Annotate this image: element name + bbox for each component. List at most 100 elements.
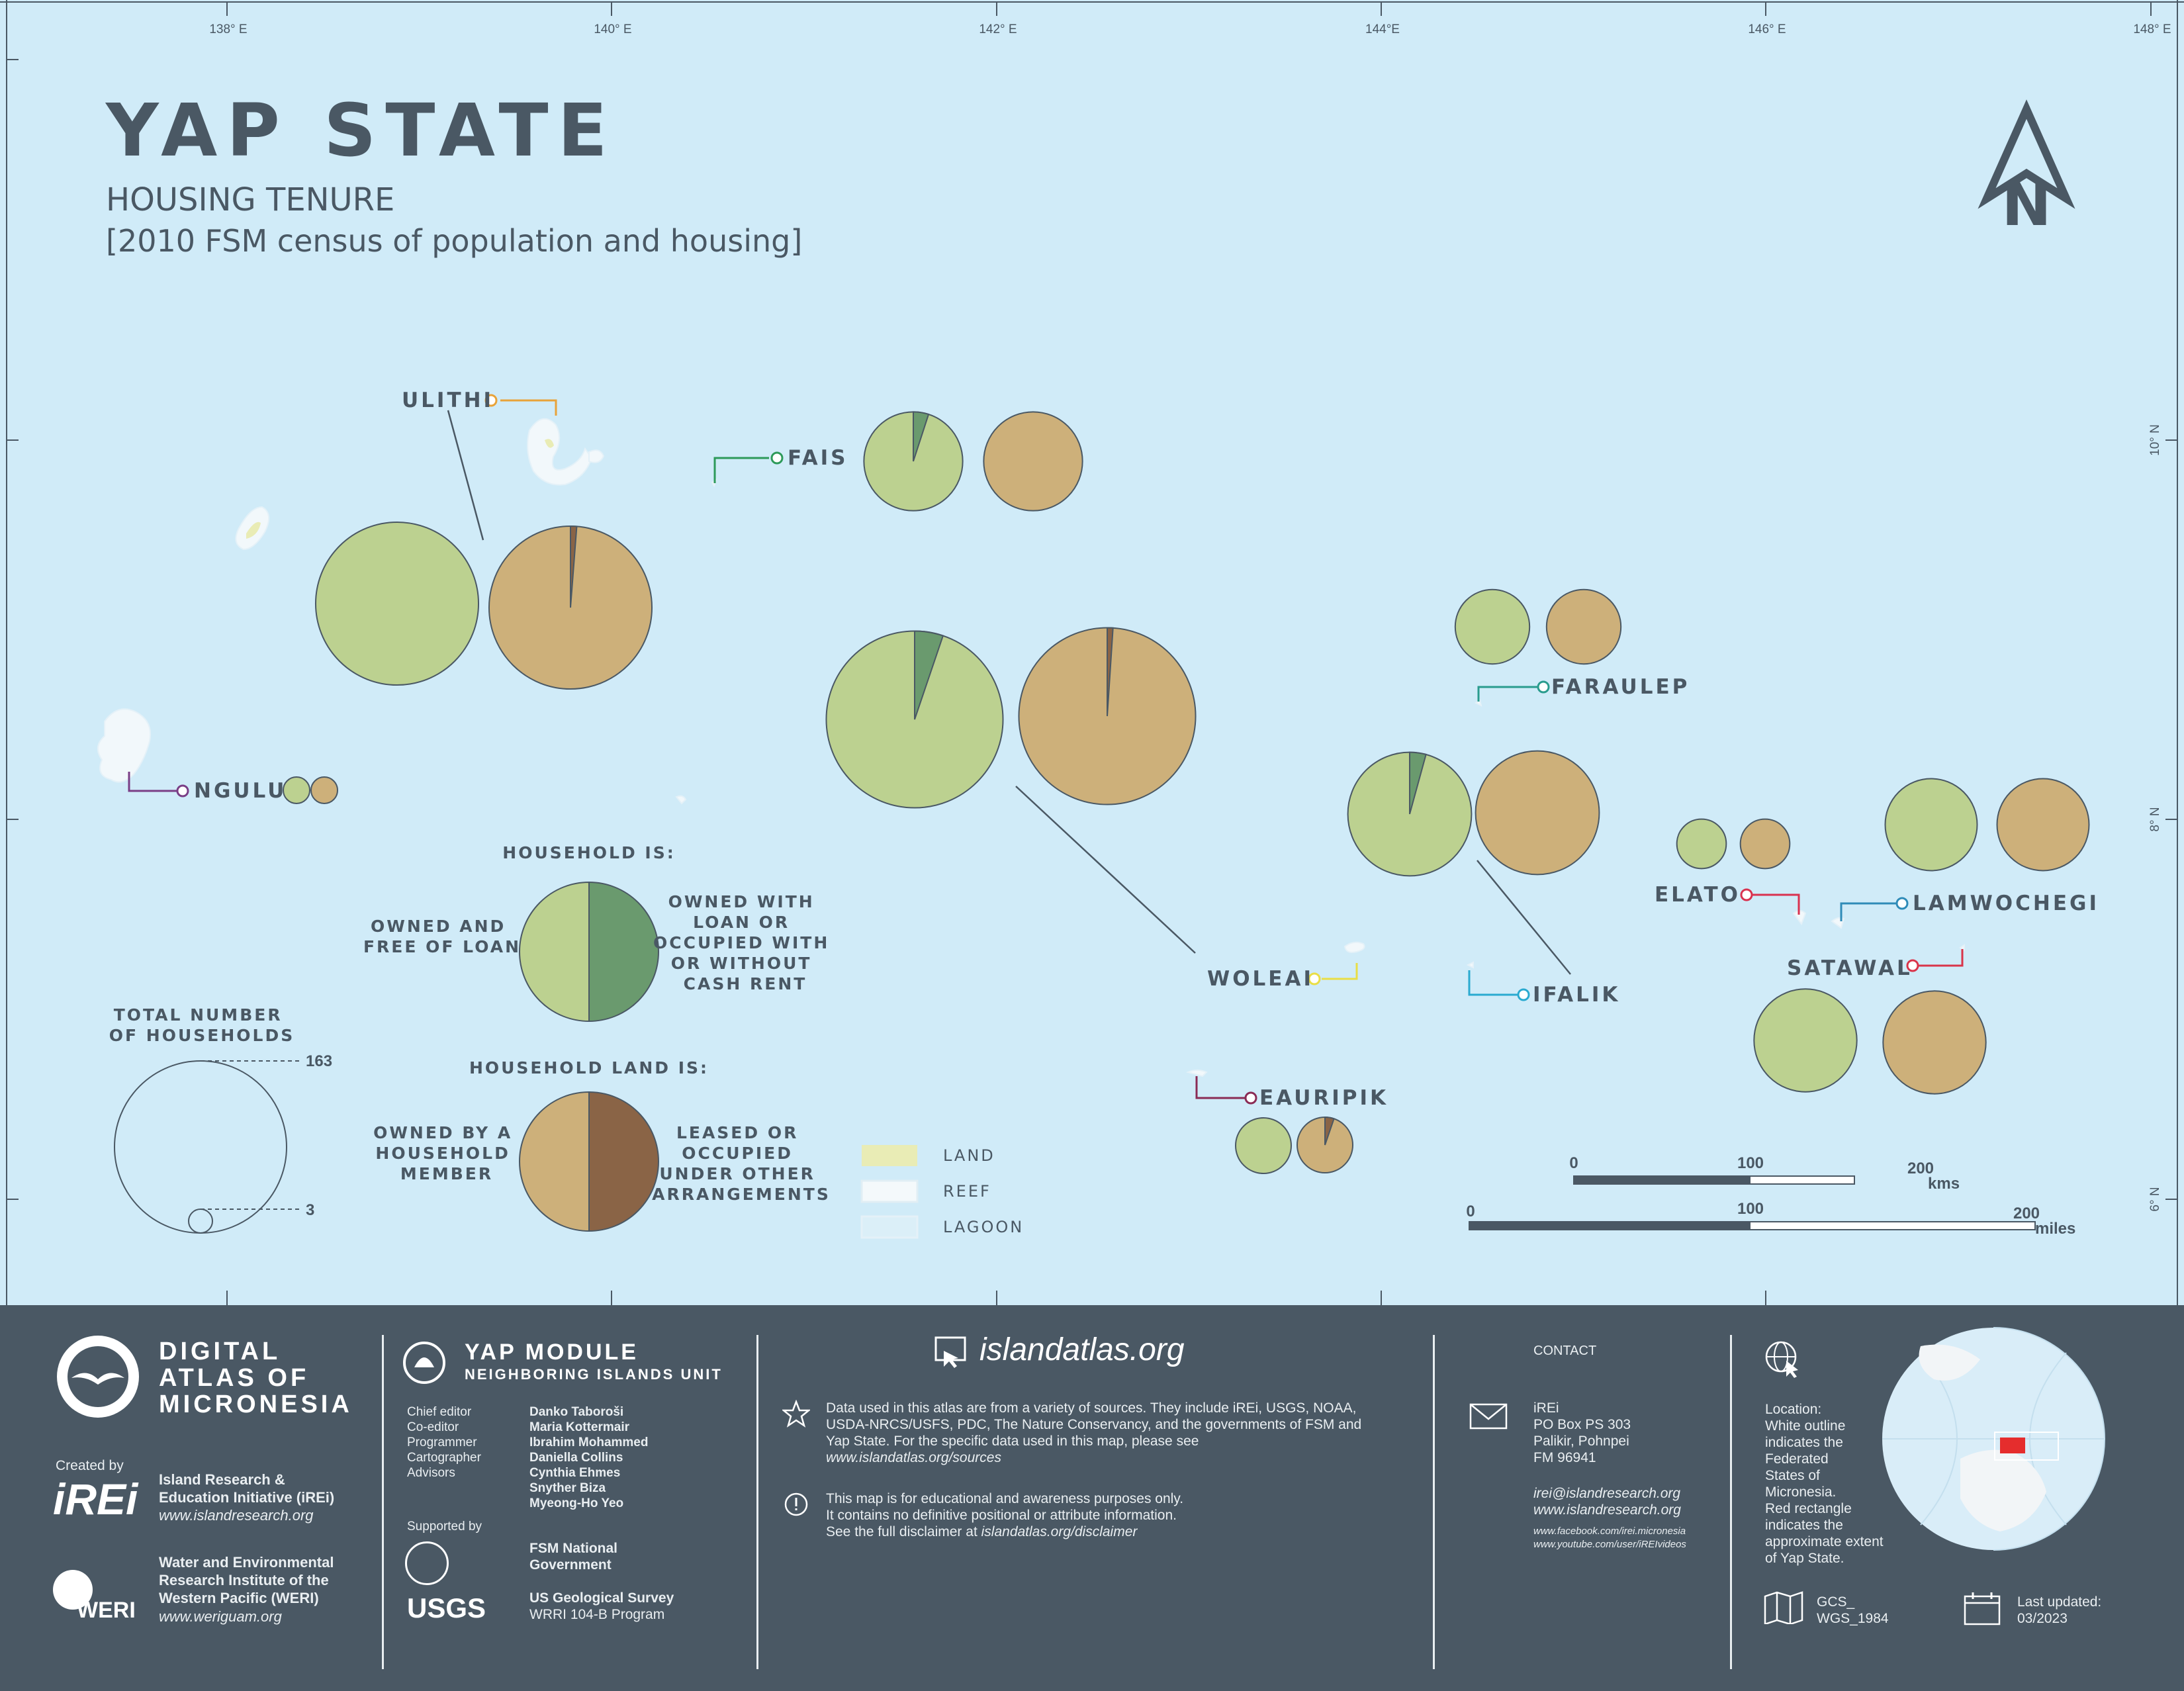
- yap-module-emblem-icon: [403, 1342, 445, 1384]
- land-pie-satawal-main-slice: [1882, 990, 1987, 1095]
- irei-url[interactable]: www.islandresearch.org: [159, 1507, 314, 1524]
- land-pie-lamwochegi-main-slice: [1996, 778, 2090, 872]
- website-cursor-icon: [934, 1336, 966, 1368]
- weri-logo: WERI: [77, 1598, 136, 1623]
- leader-markers: [176, 394, 1919, 1105]
- legend-land-leased-label: LEASED OR OCCUPIED UNDER OTHER ARRANGEME…: [652, 1123, 831, 1204]
- usgs-program: WRRI 104-B Program: [529, 1607, 665, 1622]
- island-label-elato: ELATO: [1655, 883, 1741, 907]
- credit-people: Danko Taboroši Maria Kottermair Ibrahim …: [529, 1405, 649, 1510]
- tenure-pie-satawal: [1753, 988, 1858, 1093]
- north-arrow-icon: [1978, 99, 2075, 209]
- module-title: YAP MODULE: [465, 1340, 639, 1365]
- contact-email[interactable]: irei@islandresearch.org: [1533, 1486, 1681, 1501]
- legend-size-min-label: 3: [306, 1201, 314, 1219]
- lat-label-8: 8° N: [2148, 807, 2162, 831]
- credit-roles: Chief editor Co-editor Programmer Cartog…: [407, 1405, 481, 1480]
- tenure-pie-ifalik-minor-slice: [1409, 751, 1427, 815]
- created-by-label: Created by: [56, 1458, 124, 1473]
- land-pie-ulithi: [488, 525, 653, 690]
- disclaimer-text: This map is for educational and awarenes…: [826, 1491, 1184, 1523]
- ulithi-atoll: [527, 418, 593, 486]
- legend-reef-swatch: [860, 1179, 919, 1203]
- lon-label-138: 138° E: [209, 23, 247, 36]
- atlas-footer: DIGITAL ATLAS OF MICRONESIA Created by i…: [0, 1305, 2184, 1691]
- land-pie-eauripik-minor-slice: [1324, 1116, 1335, 1146]
- tenure-pie-fais: [863, 411, 964, 512]
- island-label-lamwochegi: LAMWOCHEGI: [1913, 891, 2099, 915]
- svg-text:0: 0: [1569, 1154, 1578, 1172]
- irei-logo: iREi: [53, 1475, 138, 1524]
- legend-land-heading: HOUSEHOLD LAND IS:: [469, 1058, 709, 1077]
- contact-web[interactable]: www.islandresearch.org: [1533, 1502, 1681, 1518]
- land-pie-elato-main-slice: [1739, 818, 1791, 870]
- island-label-faraulep: FARAULEP: [1551, 675, 1690, 699]
- fsm-government-name: FSM National Government: [529, 1541, 618, 1573]
- island-shapes: [97, 418, 1965, 1077]
- scale-bar-km: 0 100 200 kms: [1569, 1154, 1960, 1193]
- divider: [1730, 1335, 1732, 1669]
- land-pie-faraulep-main-slice: [1545, 588, 1622, 665]
- svg-text:200: 200: [1907, 1160, 1934, 1177]
- tenure-pie-ifalik: [1347, 751, 1473, 877]
- svg-text:kms: kms: [1928, 1175, 1960, 1193]
- disclaimer-link[interactable]: islandatlas.org/disclaimer: [981, 1524, 1138, 1539]
- island-label-satawal: SATAWAL: [1787, 956, 1913, 980]
- eauripik-atoll: [1185, 1070, 1208, 1077]
- lon-label-140: 140° E: [594, 23, 631, 36]
- tenure-pie-eauripik-main-slice: [1234, 1117, 1293, 1175]
- sources-link[interactable]: www.islandatlas.org/sources: [826, 1450, 1001, 1465]
- land-pie-ulithi-minor-slice: [570, 525, 578, 608]
- lon-label-146: 146° E: [1748, 23, 1786, 36]
- island-label-ulithi: ULITHI: [402, 388, 494, 412]
- tenure-pie-elato-main-slice: [1676, 818, 1727, 870]
- land-pie-fais-main-slice: [983, 411, 1083, 512]
- lat-label-6: 6° N: [2148, 1187, 2162, 1211]
- tenure-pie-faraulep-main-slice: [1454, 588, 1531, 665]
- website-link[interactable]: islandatlas.org: [979, 1332, 1185, 1367]
- island-label-woleai: WOLEAI: [1207, 967, 1314, 991]
- calendar-icon: [1964, 1592, 2001, 1625]
- tenure-pie-faraulep: [1454, 588, 1531, 665]
- weri-url[interactable]: www.weriguam.org: [159, 1608, 282, 1625]
- tenure-pie-ngulu-main-slice: [283, 776, 310, 804]
- contact-address: iREi PO Box PS 303 Palikir, Pohnpei FM 9…: [1533, 1400, 1631, 1465]
- legend-owned-free-label: OWNED AND FREE OF LOAN: [363, 917, 521, 956]
- woleai-atoll: [1343, 941, 1365, 953]
- module-subtitle: NEIGHBORING ISLANDS UNIT: [465, 1366, 723, 1383]
- land-pie-ngulu: [310, 776, 338, 804]
- map-title: YAP STATE: [105, 88, 617, 173]
- svg-text:miles: miles: [2035, 1220, 2075, 1238]
- island-label-eauripik: EAURIPIK: [1259, 1086, 1388, 1110]
- land-pie-woleai: [1018, 627, 1197, 805]
- legend-owned-free-slice: [519, 881, 590, 1023]
- island-pie-charts: [283, 411, 2090, 1175]
- legend-owned-loan-label: OWNED WITH LOAN OR OCCUPIED WITH OR WITH…: [653, 892, 837, 993]
- svg-text:100: 100: [1737, 1200, 1764, 1218]
- lat-label-10: 10° N: [2148, 424, 2162, 456]
- pie-legend: HOUSEHOLD IS: OWNED AND FREE OF LOAN OWN…: [109, 843, 1024, 1239]
- legend-total-heading: TOTAL NUMBER OF HOUSEHOLDS: [109, 1005, 295, 1045]
- divider: [1433, 1335, 1435, 1669]
- legend-lagoon-label: LAGOON: [943, 1218, 1024, 1236]
- divider: [382, 1335, 384, 1669]
- land-pie-satawal: [1882, 990, 1987, 1095]
- usgs-logo: USGS: [407, 1592, 486, 1623]
- legend-land-owned-label: OWNED BY A HOUSEHOLD MEMBER: [373, 1123, 520, 1183]
- youtube-link[interactable]: www.youtube.com/user/iREIvideos: [1533, 1539, 1686, 1550]
- irei-name: Island Research & Education Initiative (…: [159, 1471, 335, 1506]
- facebook-link[interactable]: www.facebook.com/irei.micronesia: [1533, 1526, 1686, 1537]
- tenure-pie-elato: [1676, 818, 1727, 870]
- tenure-pie-ngulu: [283, 776, 310, 804]
- globe-cursor-icon: [1765, 1341, 1798, 1378]
- graticule: [0, 0, 2184, 1305]
- tenure-pie-woleai-minor-slice: [914, 630, 944, 720]
- lon-label-144: 144°E: [1365, 23, 1400, 36]
- sources-text: Data used in this atlas are from a varie…: [826, 1400, 1362, 1449]
- legend-lagoon-swatch: [860, 1215, 919, 1239]
- yap-extent-marker: [2000, 1438, 2025, 1453]
- usgs-name: US Geological Survey: [529, 1590, 674, 1606]
- last-updated-date: 03/2023: [2017, 1611, 2068, 1626]
- tenure-pie-satawal-main-slice: [1753, 988, 1858, 1093]
